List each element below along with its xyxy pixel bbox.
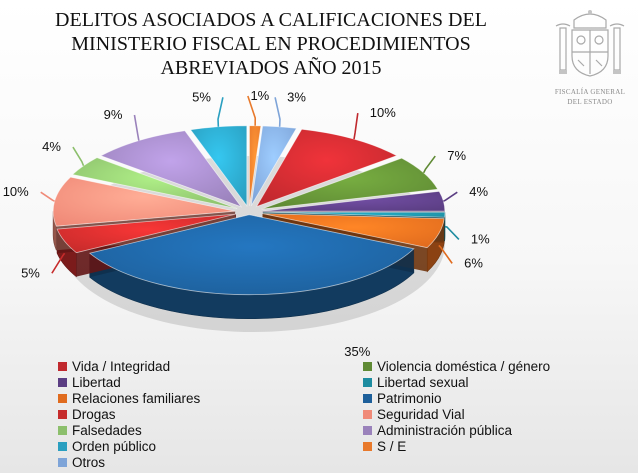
legend-item: Libertad sexual <box>363 374 469 390</box>
pie-slice-libertad <box>262 190 446 212</box>
legend-swatch <box>363 393 372 403</box>
label-leader-line <box>443 191 458 202</box>
legend-swatch <box>363 409 372 419</box>
legend-swatch <box>58 361 67 371</box>
legend-swatch <box>363 377 372 387</box>
pie-slice-seguridad-vial <box>52 176 236 227</box>
slice-percent-label: 1% <box>471 231 490 246</box>
slice-percent-label: 4% <box>469 184 488 199</box>
legend-item: Violencia doméstica / género <box>363 358 550 374</box>
legend-label: Patrimonio <box>377 390 442 406</box>
slice-percent-label: 6% <box>464 255 483 270</box>
legend-item: Vida / Integridad <box>58 358 170 374</box>
chart-title: DELITOS ASOCIADOS A CALIFICACIONES DEL M… <box>55 9 487 79</box>
slice-percent-label: 5% <box>21 265 40 280</box>
label-leader-line <box>353 113 359 140</box>
label-leader-line <box>217 97 224 127</box>
legend-label: Seguridad Vial <box>377 406 465 422</box>
legend-swatch <box>58 377 67 387</box>
slice-percent-label: 7% <box>447 148 466 163</box>
pie-slice-drogas <box>56 213 236 254</box>
pie-slice-relaciones-familiares <box>262 213 445 249</box>
legend-item: Administración pública <box>363 422 512 438</box>
legend-item: Otros <box>58 454 105 470</box>
legend-swatch <box>363 425 372 435</box>
slice-percent-label: 10% <box>370 105 396 120</box>
label-leader-line <box>133 114 140 141</box>
pie-slice-falsedades <box>71 157 238 210</box>
pie-slice-violencia-dom-stica-g-nero <box>261 157 439 210</box>
legend-label: Falsedades <box>72 422 142 438</box>
legend-label: Libertad <box>72 374 121 390</box>
pie-slice-patrimonio <box>88 214 415 296</box>
pie-slice-orden-p-blico <box>189 125 248 207</box>
legend-item: Patrimonio <box>363 390 442 406</box>
legend-swatch <box>363 361 372 371</box>
label-leader-line <box>274 97 281 127</box>
legend-label: Drogas <box>72 406 116 422</box>
legend-item: Libertad <box>58 374 121 390</box>
label-leader-line <box>51 252 66 274</box>
legend-swatch <box>363 441 372 451</box>
legend-swatch <box>58 441 67 451</box>
legend-swatch <box>58 457 67 467</box>
label-leader-line <box>444 225 460 241</box>
pie-slice-vida-integridad <box>255 128 398 208</box>
legend-label: Otros <box>72 454 106 470</box>
legend-label: Relaciones familiares <box>72 390 201 406</box>
slice-percent-label: 1% <box>250 88 269 103</box>
legend-label: Vida / Integridad <box>72 358 171 374</box>
label-leader-line <box>247 95 257 126</box>
slice-percent-label: 3% <box>287 89 306 104</box>
legend-item: Falsedades <box>58 422 142 438</box>
emblem-caption: FISCALÍA GENERAL DEL ESTADO <box>554 88 626 106</box>
label-leader-line <box>40 191 55 202</box>
label-leader-line <box>422 155 436 174</box>
legend-swatch <box>58 425 67 435</box>
slice-percent-label: 4% <box>42 139 61 154</box>
legend-label: S / E <box>377 438 407 454</box>
legend-label: Violencia doméstica / género <box>377 358 551 374</box>
slice-percent-label: 5% <box>192 89 211 104</box>
slice-percent-label: 9% <box>104 107 123 122</box>
slice-percent-label: 10% <box>3 184 29 199</box>
legend-item: Relaciones familiares <box>58 390 200 406</box>
legend-label: Administración pública <box>377 422 513 438</box>
label-leader-line <box>438 244 453 264</box>
pie-slice-libertad-sexual <box>262 211 446 218</box>
label-leader-line <box>72 146 85 167</box>
legend-label: Libertad sexual <box>377 374 469 390</box>
legend-item: Drogas <box>58 406 116 422</box>
legend-item: Orden público <box>58 438 156 454</box>
legend-item: Seguridad Vial <box>363 406 465 422</box>
slice-percent-label: 35% <box>344 344 370 359</box>
legend-swatch <box>58 393 67 403</box>
legend-swatch <box>58 409 67 419</box>
legend-item: S / E <box>363 438 406 454</box>
legend-label: Orden público <box>72 438 157 454</box>
coat-of-arms-icon <box>552 6 628 110</box>
